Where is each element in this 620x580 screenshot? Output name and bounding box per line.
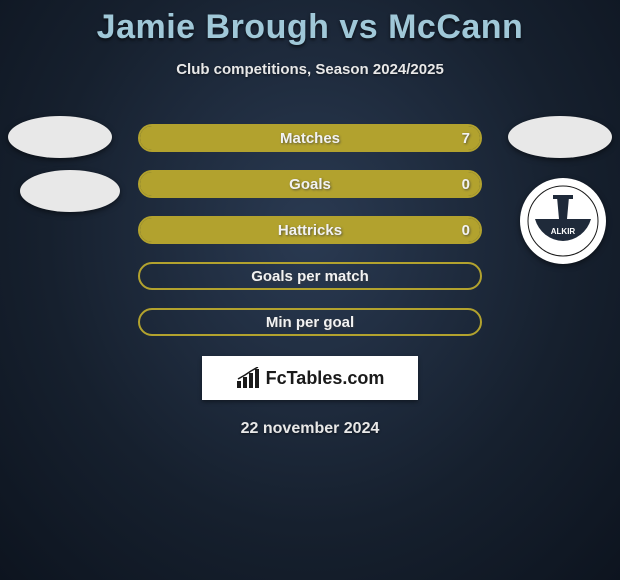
stat-bar-value-right: 0: [462, 222, 470, 239]
subtitle: Club competitions, Season 2024/2025: [0, 61, 620, 78]
stat-bar: Min per goal: [138, 308, 482, 336]
player-right-avatar: [508, 116, 612, 158]
player-left-avatar: [8, 116, 112, 158]
stat-bar-label: Goals: [289, 176, 331, 193]
stat-bar-label: Hattricks: [278, 222, 342, 239]
stat-bar-value-right: 0: [462, 176, 470, 193]
page-title: Jamie Brough vs McCann: [0, 8, 620, 47]
stat-bar: Goals per match: [138, 262, 482, 290]
stat-bar-label: Matches: [280, 130, 340, 147]
fctables-logo[interactable]: FcTables.com: [202, 356, 418, 400]
club-right-badge: ALKIR: [520, 178, 606, 264]
stat-bar: Matches 7: [138, 124, 482, 152]
falkirk-badge-icon: ALKIR: [527, 185, 599, 257]
stat-bar: Goals 0: [138, 170, 482, 198]
footer-date: 22 november 2024: [0, 420, 620, 438]
fctables-chart-icon: [236, 367, 262, 389]
fctables-logo-text: FcTables.com: [266, 368, 385, 389]
club-left-badge: [20, 170, 120, 212]
stat-bar-label: Min per goal: [266, 314, 354, 331]
stat-bar: Hattricks 0: [138, 216, 482, 244]
comparison-bars: Matches 7 Goals 0 Hattricks 0 Goals per match M…: [138, 124, 482, 336]
stat-bar-value-right: 7: [462, 130, 470, 147]
stat-bar-label: Goals per match: [251, 268, 369, 285]
svg-text:ALKIR: ALKIR: [551, 227, 576, 236]
content: Jamie Brough vs McCann Club competitions…: [0, 0, 620, 438]
